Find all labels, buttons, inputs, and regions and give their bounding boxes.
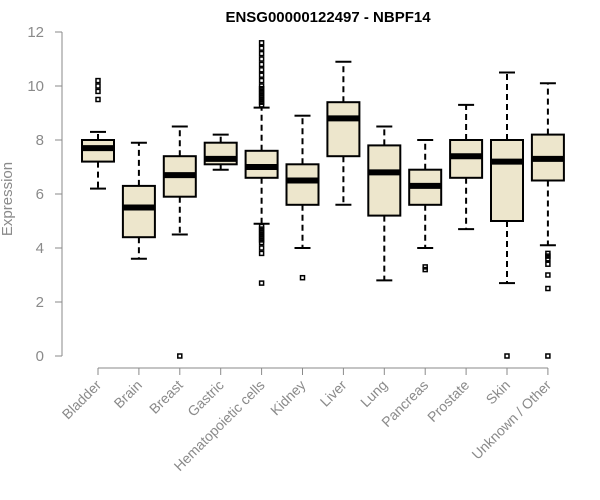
x-tick-label: Brain — [111, 377, 145, 411]
outlier-point — [299, 274, 306, 281]
y-tick-label: 8 — [36, 132, 44, 149]
x-tick-label: Breast — [146, 377, 186, 417]
outlier-point — [258, 280, 265, 286]
outlier-point — [258, 56, 265, 62]
x-tick-label: Skin — [483, 377, 514, 408]
outlier-point — [258, 67, 265, 73]
y-axis-label: Expression — [0, 162, 16, 236]
y-axis: 0 2 4 6 8 10 12 — [27, 24, 63, 365]
outlier-point — [258, 245, 265, 251]
outlier-point — [258, 77, 265, 84]
iqr-box — [285, 163, 320, 206]
box-hematopoietic-cells — [244, 40, 279, 286]
box-prostate — [449, 103, 484, 231]
outlier-point — [258, 223, 265, 230]
outlier-point — [95, 83, 101, 89]
box-kidney — [285, 114, 320, 281]
box-liver — [326, 60, 361, 206]
x-tick-label: Lung — [357, 377, 390, 410]
outlier-point — [258, 45, 265, 51]
iqr-box — [121, 184, 156, 239]
box-bladder — [81, 77, 115, 190]
outlier-point — [545, 272, 551, 278]
y-tick-label: 10 — [27, 78, 44, 95]
outlier-point — [258, 72, 265, 78]
outlier-point — [258, 83, 265, 89]
outlier-point — [258, 250, 265, 257]
outlier-point — [504, 353, 510, 359]
iqr-box — [367, 144, 402, 217]
outlier-point — [545, 353, 551, 359]
box-unknown-other — [530, 82, 565, 359]
outlier-point — [258, 50, 265, 57]
box-brain — [121, 141, 156, 260]
y-tick-label: 12 — [27, 24, 44, 41]
chart-title: ENSG00000122497 - NBPF14 — [225, 9, 431, 26]
x-tick-label: Prostate — [424, 377, 472, 425]
outlier-point — [545, 261, 551, 267]
iqr-box — [490, 139, 524, 222]
box-pancreas — [408, 139, 443, 273]
y-tick-label: 4 — [36, 240, 44, 257]
outlier-point — [422, 264, 428, 270]
outlier-point — [545, 250, 551, 257]
box-gastric — [203, 133, 238, 171]
x-tick-label: Bladder — [59, 377, 105, 423]
y-tick-label: 2 — [36, 294, 44, 311]
x-tick-label: Kidney — [267, 377, 309, 419]
outlier-point — [95, 96, 101, 103]
boxes-group — [81, 40, 565, 359]
iqr-box — [326, 101, 361, 158]
outlier-point — [95, 88, 101, 95]
outlier-point — [177, 353, 183, 359]
outlier-point — [258, 40, 265, 46]
outlier-point — [258, 61, 265, 68]
box-lung — [367, 125, 402, 282]
box-breast — [162, 125, 197, 359]
y-tick-label: 0 — [36, 348, 44, 365]
x-tick-label: Liver — [317, 377, 350, 410]
outlier-point — [545, 285, 551, 292]
box-skin — [490, 71, 524, 359]
outlier-point — [95, 77, 101, 84]
y-tick-label: 6 — [36, 186, 44, 203]
